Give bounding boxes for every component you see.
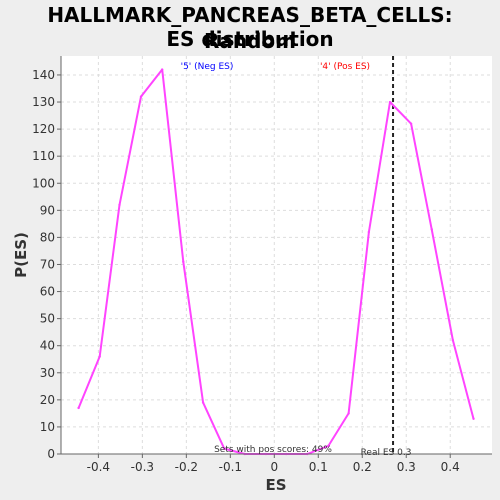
- y-tick-label: 0: [47, 447, 55, 461]
- pos-es-label: '4' (Pos ES): [320, 62, 370, 72]
- y-tick-label: 50: [40, 312, 55, 326]
- x-ticks: -0.4 -0.3 -0.2 -0.1 0 0.1 0.2 0.3 0.4: [87, 454, 460, 474]
- y-tick-label: 10: [40, 420, 55, 434]
- y-tick-label: 80: [40, 230, 55, 244]
- y-tick-label: 40: [40, 339, 55, 353]
- neg-es-label: '5' (Neg ES): [181, 62, 234, 72]
- y-tick-label: 110: [32, 149, 55, 163]
- x-tick-label: 0.1: [309, 460, 328, 474]
- x-tick-label: 0.3: [397, 460, 416, 474]
- data-point: [118, 203, 121, 207]
- y-tick-label: 60: [40, 285, 55, 299]
- pos-scores-label: Sets with pos scores: 49%: [214, 445, 332, 455]
- y-tick-label: 20: [40, 393, 55, 407]
- data-point: [327, 444, 330, 448]
- x-tick-label: 0: [270, 460, 278, 474]
- y-tick-label: 90: [40, 203, 55, 217]
- y-tick-label: 120: [32, 122, 55, 136]
- x-tick-label: 0.2: [353, 460, 372, 474]
- y-tick-label: 30: [40, 366, 55, 380]
- y-ticks: 0 10 20 30 40 50 60 70 80 90 100 110 120 130 140: [32, 68, 61, 461]
- x-tick-label: -0.3: [131, 460, 154, 474]
- data-point: [222, 447, 226, 450]
- x-tick-label: -0.1: [219, 460, 242, 474]
- data-point: [430, 228, 433, 231]
- data-point: [77, 406, 80, 410]
- x-tick-label: 0.4: [441, 460, 460, 474]
- y-tick-label: 140: [32, 68, 55, 82]
- y-axis-label: P(ES): [12, 232, 30, 278]
- x-tick-label: -0.4: [87, 460, 110, 474]
- data-point: [472, 417, 475, 421]
- real-es-label: Real ES 0.3: [361, 448, 412, 458]
- data-point: [182, 260, 185, 263]
- x-tick-label: -0.2: [175, 460, 198, 474]
- y-tick-label: 100: [32, 176, 55, 190]
- data-point: [347, 412, 350, 415]
- data-point: [98, 355, 101, 358]
- data-point: [451, 339, 455, 342]
- data-point: [160, 68, 164, 71]
- data-point: [139, 95, 143, 98]
- chart-title-line1: HALLMARK_PANCREAS_BETA_CELLS: Random: [47, 3, 453, 53]
- y-tick-label: 70: [40, 257, 55, 271]
- data-point: [388, 100, 392, 104]
- axes: [60, 56, 492, 455]
- chart-title-line2: ES distribution: [166, 27, 334, 51]
- grid-lines: [61, 56, 492, 455]
- x-axis-label: ES: [265, 476, 286, 494]
- data-point: [367, 230, 371, 234]
- data-point: [201, 401, 205, 404]
- y-tick-label: 130: [32, 95, 55, 109]
- plot-area: [61, 56, 492, 454]
- data-point: [409, 122, 413, 125]
